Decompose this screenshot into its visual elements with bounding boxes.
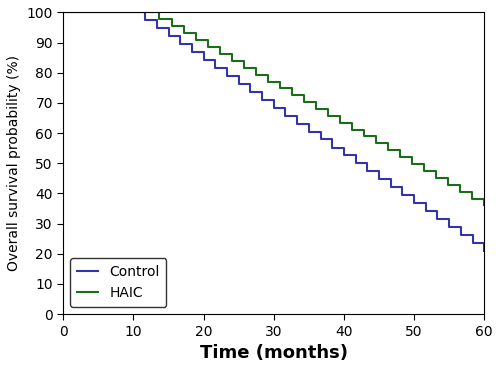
Control [470,241,476,245]
HAIC [421,169,427,173]
HAIC [301,100,307,104]
HAIC [192,38,198,42]
HAIC [216,52,222,56]
Control [458,232,464,237]
Legend: Control, HAIC: Control, HAIC [70,258,166,307]
HAIC [397,155,403,159]
Line: HAIC: HAIC [64,13,484,206]
Control [142,18,148,23]
Control [352,161,358,165]
Control [60,10,66,15]
Control [400,193,406,197]
HAIC [313,107,319,111]
HAIC [277,86,283,90]
Control [411,201,417,205]
HAIC [180,31,186,35]
Control [248,90,254,94]
HAIC [433,176,439,180]
HAIC [409,162,415,166]
Control [446,225,452,229]
Control [224,74,230,78]
Control [282,113,288,118]
Control [388,185,394,189]
HAIC [264,79,270,84]
HAIC [349,128,355,132]
HAIC [228,59,234,63]
HAIC [168,24,174,28]
Control [434,217,440,221]
HAIC [361,134,367,139]
Y-axis label: Overall survival probability (%): Overall survival probability (%) [7,55,21,271]
HAIC [144,10,150,15]
Line: Control: Control [64,13,484,251]
Control [212,66,218,70]
HAIC [337,121,343,125]
Control [318,137,324,142]
Control [481,249,487,253]
Control [130,10,136,15]
Control [259,98,265,102]
Control [154,26,160,31]
X-axis label: Time (months): Time (months) [200,344,348,362]
Control [294,121,300,126]
Control [177,42,183,46]
Control [364,169,370,174]
Control [341,153,347,158]
HAIC [204,45,210,49]
Control [306,130,312,134]
HAIC [373,141,379,145]
HAIC [60,10,66,15]
Control [236,82,242,86]
HAIC [481,203,487,208]
HAIC [457,189,463,194]
HAIC [156,17,162,22]
Control [189,50,195,55]
Control [200,58,206,62]
HAIC [240,65,246,70]
HAIC [385,148,391,152]
Control [423,209,429,213]
HAIC [289,93,295,97]
HAIC [469,196,475,201]
Control [166,34,172,38]
Control [329,145,335,150]
HAIC [445,182,451,187]
Control [376,177,382,182]
HAIC [252,72,258,77]
HAIC [325,114,331,118]
Control [271,106,277,110]
